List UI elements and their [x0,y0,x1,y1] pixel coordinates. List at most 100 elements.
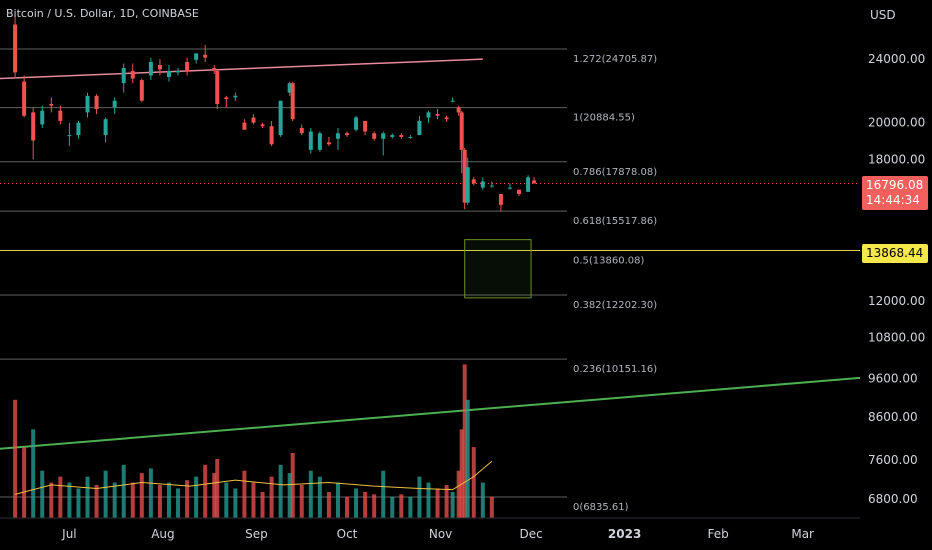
candle-body [13,24,18,73]
range-box-rect [464,239,532,299]
candle-body [317,133,322,150]
candle-body [489,185,494,187]
volume-bar [166,482,171,518]
countdown-timer: 14:44:34 [866,193,920,207]
candle-body [31,112,36,141]
fib-level-label: 0.5(13860.08) [573,256,645,267]
fib-level-label: 1(20884.55) [573,113,635,124]
candle-body [40,110,45,125]
time-tick-label: Oct [337,527,358,541]
volume-bar [212,473,217,518]
price-axis[interactable]: 24000.0020000.0018000.0013868.4412000.00… [868,52,925,506]
candle-body [308,131,313,150]
candle-body [176,70,181,73]
candle-body [459,112,464,150]
candle-body [517,189,522,195]
candle-body [139,80,144,101]
candlesticks [13,15,537,212]
candle-body [224,97,229,100]
volume-bar [489,496,494,518]
volume-bar [444,484,449,518]
candle-body [103,119,108,136]
volume-bar [139,473,144,518]
candle-body [399,135,404,137]
candle-body [381,133,386,139]
volume-ma-line [14,460,493,495]
candle-body [278,100,283,136]
price-tick-label: 10800.00 [868,331,925,345]
time-tick-label: 2023 [608,527,641,541]
candle-body [269,126,274,145]
candle-body [157,64,162,70]
candle-body [507,187,512,189]
candle-body [363,120,368,132]
candle-body [471,179,476,184]
candle-body [326,142,331,145]
candle-body [435,114,440,116]
volume-bar [215,458,220,518]
volume-bar [456,470,461,518]
volume-bar [363,492,368,518]
candle-body [444,117,449,120]
volume-bar [269,476,274,518]
time-tick-label: Feb [708,527,729,541]
time-tick-label: Mar [791,527,814,541]
volume-bar [480,482,485,518]
price-tick-label: 9600.00 [868,372,918,386]
fib-half-price-label: 13868.44 [862,244,928,263]
volume-bar [242,470,247,518]
candle-body [408,136,413,138]
candle-body [354,117,359,130]
volume-bar [67,482,72,518]
volume-bar [290,453,295,518]
volume-bar [426,482,431,518]
candle-body [194,53,199,60]
candle-body [345,133,350,136]
volume-bar [130,482,135,518]
current-price-value: 16796.08 [866,178,924,192]
volume-bar [76,488,81,518]
candle-body [148,62,153,76]
volume-bar [345,496,350,518]
price-tick-label: 8600.00 [868,410,918,424]
current-price-label: 16796.08 14:44:34 [862,176,928,210]
candle-body [22,81,27,116]
axis-unit-label: USD [870,8,896,22]
candle-body [242,122,247,130]
volume-bar [299,484,304,518]
candle-body [260,124,265,127]
volume-bar [176,488,181,518]
volume-bar [381,470,386,518]
volume-bar [203,464,208,518]
candle-body [94,95,99,110]
volume-bar [22,447,27,518]
price-tick-label: 6800.00 [868,492,918,506]
volume-bars [13,364,494,518]
volume-bar [40,470,45,518]
volume-bar [408,496,413,518]
volume-bar [58,476,63,518]
volume-bar [308,470,313,518]
volume-bar [354,488,359,518]
fib-level-label: 0.236(10151.16) [573,364,657,375]
volume-bar [390,496,395,518]
fib-level-label: 0.382(12202.30) [573,300,657,311]
candle-body [480,181,485,188]
fib-retracement-lines: 1.272(24705.87) 1(20884.55) 0.786(17878.08… [0,48,860,513]
volume-bar [13,399,18,518]
candle-body [526,177,531,192]
fib-level-label: 0.786(17878.08) [573,167,657,178]
volume-bar [335,482,340,518]
volume-bar [326,492,331,518]
candle-body [290,83,295,120]
volume-bar [450,492,455,518]
candle-body [166,70,171,77]
fib-level-label: 1.272(24705.87) [573,54,657,65]
volume-bar [317,476,322,518]
volume-bar [372,494,377,518]
time-axis[interactable]: Jul Aug Sep Oct Nov Dec 2023 Feb Mar [0,517,860,541]
candle-body [299,127,304,134]
volume-bar [85,476,90,518]
time-tick-label: Jul [61,527,76,541]
